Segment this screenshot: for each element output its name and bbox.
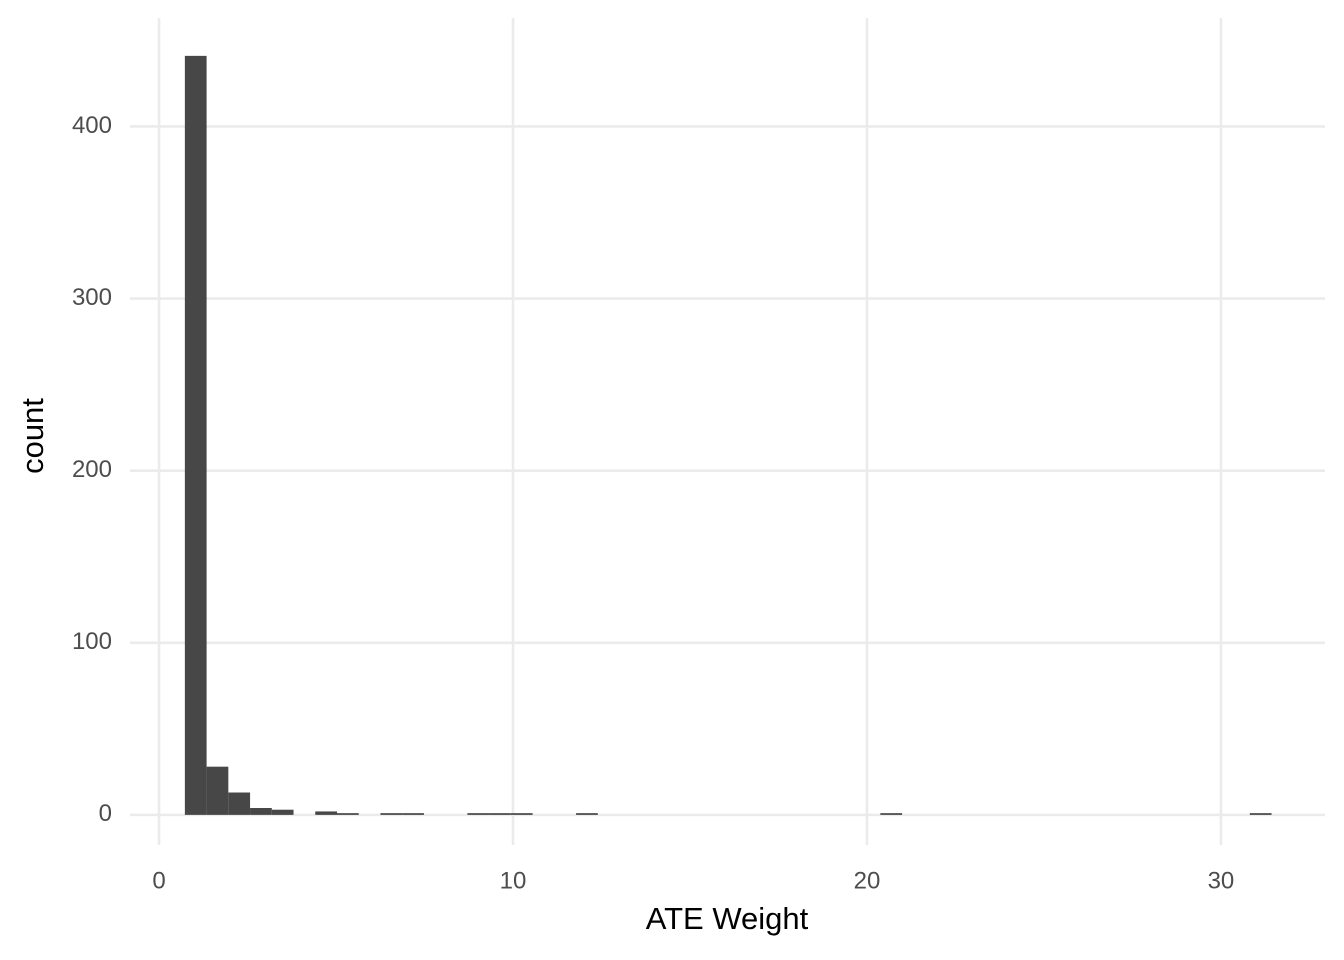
y-tick-label: 100 xyxy=(72,628,112,655)
y-tick-label: 300 xyxy=(72,284,112,311)
bar xyxy=(380,813,403,815)
bar xyxy=(467,813,490,815)
bar xyxy=(576,813,598,815)
x-tick-label: 30 xyxy=(1208,867,1235,894)
bar xyxy=(489,813,511,815)
y-tick-label: 400 xyxy=(72,112,112,139)
x-tick-label: 20 xyxy=(854,867,881,894)
bar xyxy=(337,813,359,815)
bar xyxy=(271,809,294,815)
x-tick-label: 0 xyxy=(152,867,165,894)
bars xyxy=(184,55,1272,815)
bar xyxy=(206,766,229,815)
y-tick-label: 0 xyxy=(99,800,112,827)
y-tick-label: 200 xyxy=(72,456,112,483)
x-tick-label: 10 xyxy=(500,867,527,894)
bar xyxy=(402,813,424,815)
bar xyxy=(250,807,272,815)
bar xyxy=(315,811,338,815)
y-axis-title: count xyxy=(15,398,50,474)
bar xyxy=(184,55,207,815)
bar xyxy=(228,792,251,815)
grid xyxy=(130,18,1325,845)
bar xyxy=(1249,813,1272,815)
bar xyxy=(510,813,533,815)
bar xyxy=(880,813,903,815)
x-axis-title: ATE Weight xyxy=(646,901,809,936)
